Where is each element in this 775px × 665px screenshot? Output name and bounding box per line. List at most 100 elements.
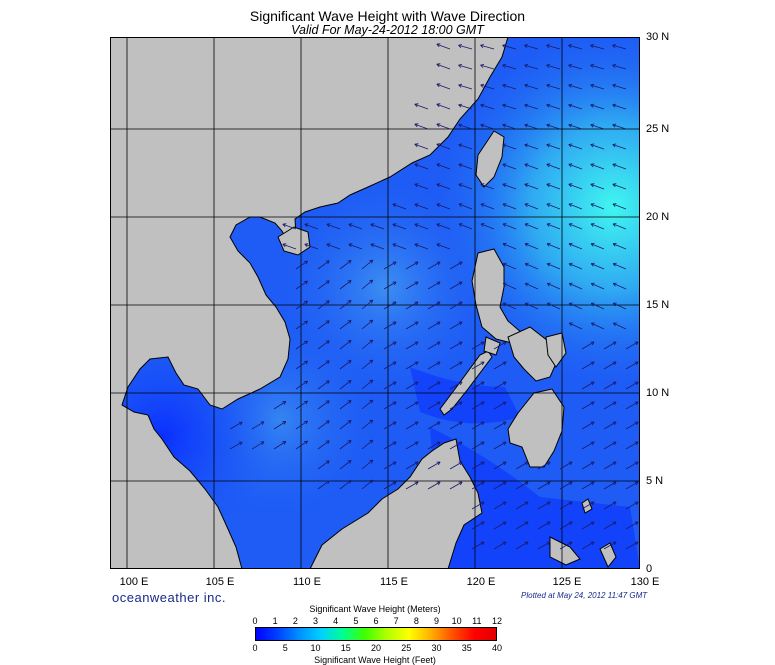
wave-arrow-head [590,243,594,247]
wave-arrow-head [612,164,616,168]
wave-arrow-head [392,243,397,245]
wave-arrow-head [393,441,397,446]
wave-arrow [326,223,341,230]
colorbar-feet-tick: 15 [340,643,351,653]
wave-arrow [603,461,617,470]
lat-label-15n: 15 N [646,299,670,311]
wave-arrow [361,459,374,470]
wave-arrow [480,223,495,230]
wave-arrow-head [569,501,573,506]
wave-arrow [515,501,529,510]
wave-arrow-head [282,223,287,225]
wave-arrow [427,441,441,450]
wave-arrow-head [282,243,286,248]
wave-arrow [317,320,330,330]
wave-arrow-head [481,421,485,426]
wave-arrow-head [612,303,616,307]
wave-arrow-head [613,361,617,366]
wave-arrow-head [459,441,463,446]
wave-arrow [502,44,517,50]
wave-arrow [612,144,627,150]
wave-arrow [471,481,485,490]
wave-arrow-head [503,341,507,346]
wave-arrow-head [415,301,419,306]
wave-arrow [590,183,605,190]
wave-arrow [273,401,287,410]
wave-arrow-head [612,84,616,88]
wave-arrow-head [458,183,463,185]
colorbar-feet-tick: 25 [401,643,412,653]
wave-arrow-head [305,400,308,405]
wave-arrow-head [568,64,572,68]
wave-arrow [612,243,627,250]
land-borneo [309,438,483,569]
wave-arrow [449,481,463,490]
wave-arrow [392,243,407,250]
wave-arrow-head [546,303,550,307]
wave-arrow [449,421,463,430]
wave-arrow-head [437,461,441,466]
wave-arrow [581,401,595,410]
wave-arrow-head [591,421,595,426]
wave-arrow-head [590,303,594,307]
wave-arrow-head [436,123,440,128]
wave-arrow-head [370,223,375,225]
wave-arrow [568,44,583,50]
wave-arrow-head [503,401,507,406]
wave-arrow-head [568,164,572,168]
wave-arrow-head [369,419,373,422]
wave-arrow-head [591,441,595,446]
wave-arrow [559,461,573,470]
wave-arrow [603,401,617,410]
wave-arrow [295,420,308,430]
wave-arrow-head [524,183,528,188]
wave-arrow-head [590,84,594,88]
wave-arrow [503,283,517,290]
wave-arrow-head [436,163,441,165]
wave-arrow [612,183,627,190]
wave-arrow [612,203,627,210]
wave-arrow-head [525,461,529,466]
wave-arrow [339,460,352,470]
wave-arrow-head [393,341,397,346]
wave-arrow-head [349,380,352,384]
wave-arrow-head [524,144,528,148]
wave-arrow [559,521,573,530]
wave-arrow-head [459,281,463,286]
wave-height-map [110,37,640,569]
wave-arrow [383,401,397,410]
wave-arrow-head [459,481,463,486]
wave-arrow [229,441,243,450]
wave-arrow-head [613,541,617,546]
wave-arrow-head [436,143,440,148]
wave-arrow [282,243,297,250]
wave-arrow-head [590,223,594,227]
wave-arrow [581,441,595,450]
wave-arrow-head [459,301,463,306]
wave-arrow-head [568,103,573,106]
wave-arrow-head [458,203,462,207]
wave-arrow-head [591,341,595,346]
wave-arrow-head [613,501,617,506]
wave-arrow-head [546,124,550,128]
wave-arrow [493,381,507,390]
wave-arrow-head [458,103,463,106]
wave-arrow-head [525,481,529,486]
wave-arrow-head [414,103,418,108]
wave-arrow [361,419,374,430]
wave-arrow [295,300,308,310]
colorbar-meter-tick: 10 [451,616,462,626]
land-asia [110,37,509,569]
wave-arrow [515,461,529,470]
wave-arrow [603,541,617,550]
wave-arrow [537,541,551,550]
wave-arrow-head [635,501,639,506]
wave-arrow-head [480,183,485,185]
wave-arrow [458,223,473,230]
wave-arrow [546,263,561,270]
wave-arrow-head [568,143,573,145]
wave-arrow-head [327,340,330,345]
wave-arrow-head [635,521,639,526]
wave-arrow-head [481,481,485,486]
wave-arrow-head [436,243,441,245]
